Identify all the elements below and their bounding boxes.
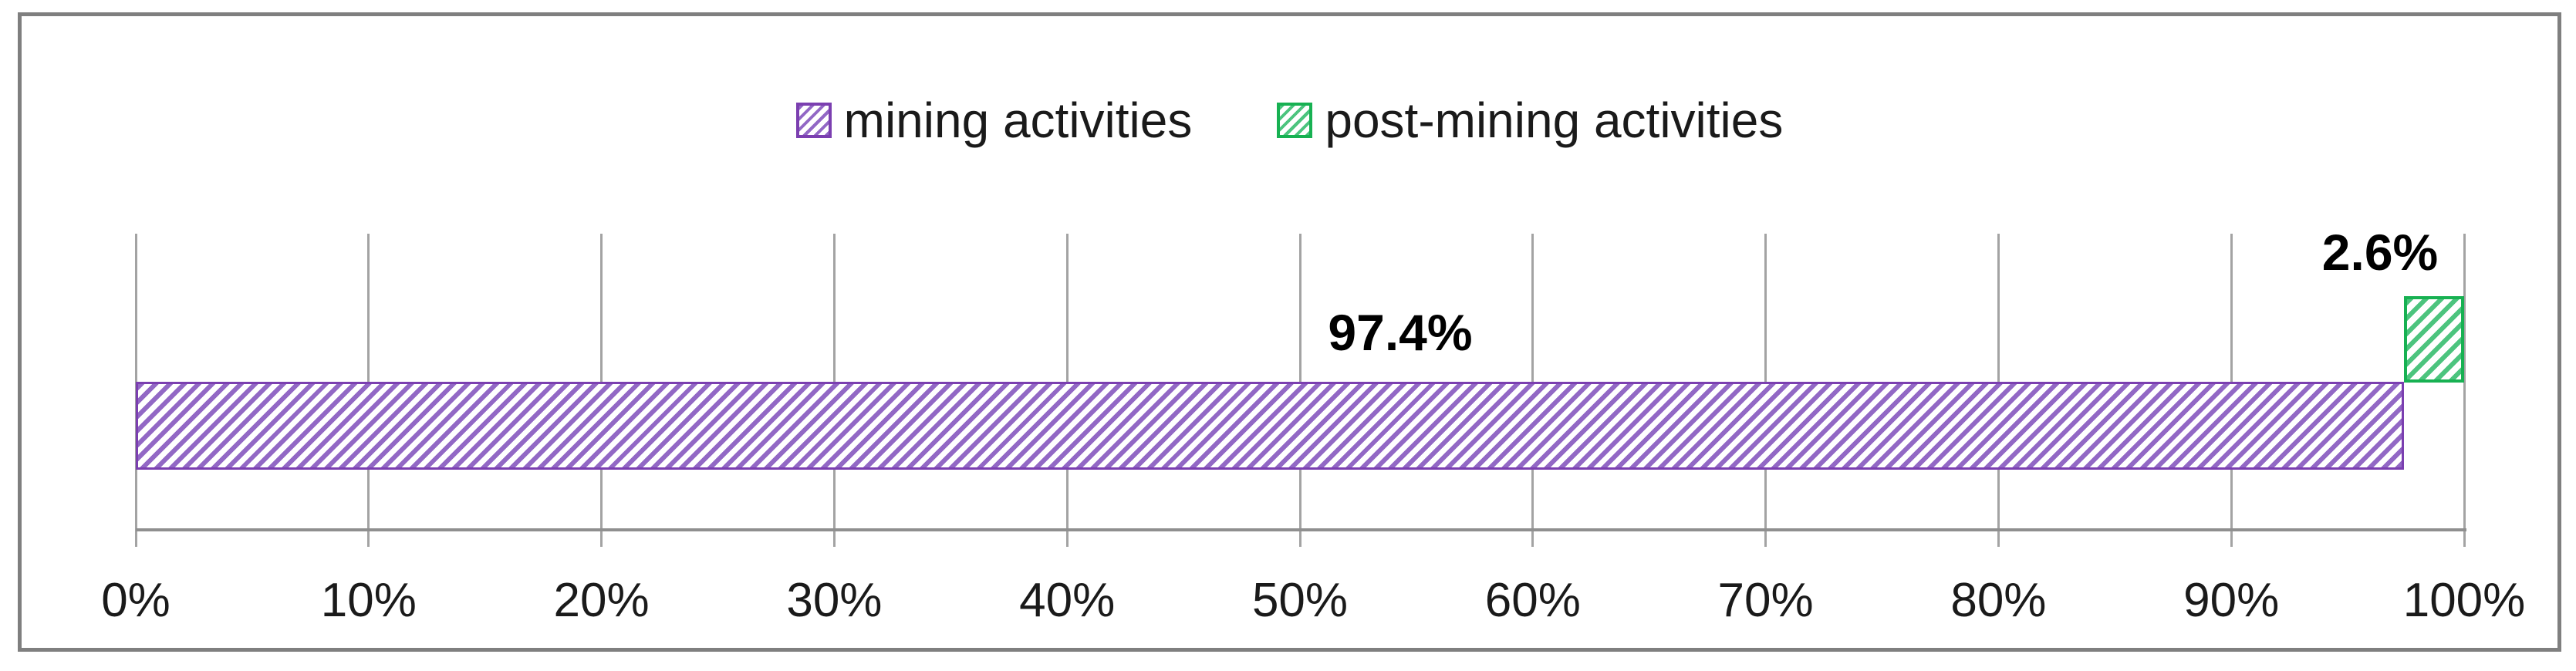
x-tick-label: 0% (101, 574, 170, 627)
x-axis-line (136, 528, 2466, 531)
x-tick-label: 50% (1251, 574, 1349, 627)
post-mining-hatch-swatch (1277, 103, 1313, 138)
mining-hatch-swatch (795, 103, 832, 138)
x-tick-label: 30% (786, 574, 883, 627)
legend: mining activities post-mining activities (22, 90, 2557, 150)
chart-border-frame: mining activities post-mining activities… (18, 12, 2561, 652)
x-tick-label: 80% (1950, 574, 2047, 627)
mining-data-label: 97.4% (1328, 304, 1473, 361)
x-tick-label: 40% (1019, 574, 1116, 627)
x-tick-label: 60% (1484, 574, 1581, 627)
x-tick-label: 70% (1717, 574, 1814, 627)
post-mining-data-label: 2.6% (2321, 224, 2439, 281)
legend-item-post-mining: post-mining activities (1277, 96, 1783, 145)
x-tick-label: 90% (2183, 574, 2280, 627)
x-tick-label: 20% (553, 574, 650, 627)
gridline (2463, 234, 2466, 547)
mining-bar (136, 382, 2404, 470)
x-tick-label: 100% (2402, 574, 2526, 627)
legend-item-mining: mining activities (795, 93, 1193, 148)
post-mining-bar (2403, 296, 2464, 383)
x-tick-label: 10% (320, 574, 417, 627)
legend-label-mining: mining activities (843, 93, 1193, 148)
legend-label-post-mining: post-mining activities (1325, 93, 1784, 148)
